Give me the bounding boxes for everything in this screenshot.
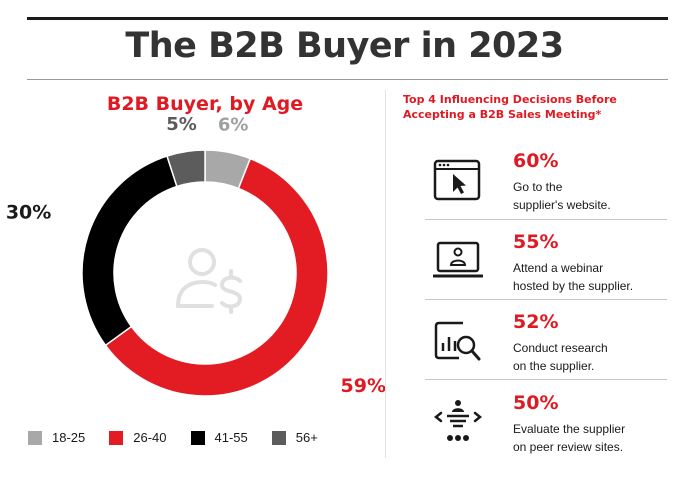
legend-label: 41-55 [214, 430, 248, 445]
page-title: The B2B Buyer in 2023 [125, 26, 564, 66]
donut-slice-56-plus [166, 149, 206, 188]
influencer-percent: 52% [513, 311, 559, 333]
description-line: supplier's website. [513, 198, 611, 212]
legend-swatch [190, 430, 205, 445]
influencer-item-website: 60% Go to the supplier's website. [425, 150, 673, 236]
influencer-description: Evaluate the supplier on peer review sit… [513, 420, 673, 456]
legend-label: 56+ [295, 430, 318, 445]
description-line: Conduct research [513, 341, 608, 355]
item-separator [425, 219, 667, 220]
influencer-item-webinar: 55% Attend a webinar hosted by the suppl… [425, 231, 673, 317]
description-line: hosted by the supplier. [513, 279, 634, 293]
item-separator [425, 299, 667, 300]
item-separator [425, 379, 667, 380]
slice-label-56-plus: 5% [166, 114, 197, 135]
chart-title: B2B Buyer, by Age [106, 93, 304, 115]
header-divider [27, 79, 668, 80]
legend-item-41-55: 41-55 [190, 430, 248, 445]
description-line: on the supplier. [513, 359, 595, 373]
description-line: on peer review sites. [513, 440, 624, 454]
legend-label: 18-25 [52, 430, 86, 445]
influencer-percent: 60% [513, 150, 559, 172]
influencer-description: Conduct research on the supplier. [513, 339, 673, 375]
age-donut-chart: 6% 59% 30% 5% [6, 114, 385, 397]
peer-review-icon [433, 400, 483, 441]
influencer-percent: 50% [513, 392, 559, 414]
donut-slice-41-55 [81, 155, 178, 347]
website-cursor-icon [433, 159, 481, 201]
research-chart-magnifier-icon [434, 321, 481, 361]
legend-item-26-40: 26-40 [109, 430, 167, 445]
top-rule [27, 17, 668, 20]
description-line: Attend a webinar [513, 261, 604, 275]
slice-label-41-55: 30% [6, 201, 51, 223]
slice-label-26-40: 59% [341, 375, 385, 397]
legend-item-56-plus: 56+ [271, 430, 318, 445]
slice-label-18-25: 6% [218, 115, 249, 136]
slice-labels: 6% 59% 30% 5% [6, 114, 385, 397]
webinar-laptop-icon [433, 241, 483, 278]
influencers-title-line: Accepting a B2B Sales Meeting* [403, 108, 602, 121]
influencers-title-line: Top 4 Influencing Decisions Before [403, 93, 617, 106]
user-dollar-icon [176, 248, 243, 314]
influencer-item-research: 52% Conduct research on the supplier. [425, 311, 673, 397]
influencers-title: Top 4 Influencing Decisions Before Accep… [403, 92, 663, 122]
legend-item-18-25: 18-25 [28, 430, 85, 445]
influencer-description: Go to the supplier's website. [513, 178, 673, 214]
influencer-item-peer-review: 50% Evaluate the supplier on peer review… [425, 392, 673, 478]
legend-swatch [109, 430, 124, 445]
donut-slices [81, 149, 329, 397]
influencer-percent: 55% [513, 231, 559, 253]
column-divider [385, 90, 386, 458]
description-line: Evaluate the supplier [513, 422, 626, 436]
legend-swatch [28, 430, 42, 445]
donut-slice-26-40 [104, 157, 329, 397]
chart-legend: 18-25 26-40 41-55 56+ [28, 430, 342, 445]
legend-label: 26-40 [133, 430, 167, 445]
influencer-description: Attend a webinar hosted by the supplier. [513, 259, 673, 295]
description-line: Go to the [513, 180, 563, 194]
legend-swatch [271, 430, 286, 445]
